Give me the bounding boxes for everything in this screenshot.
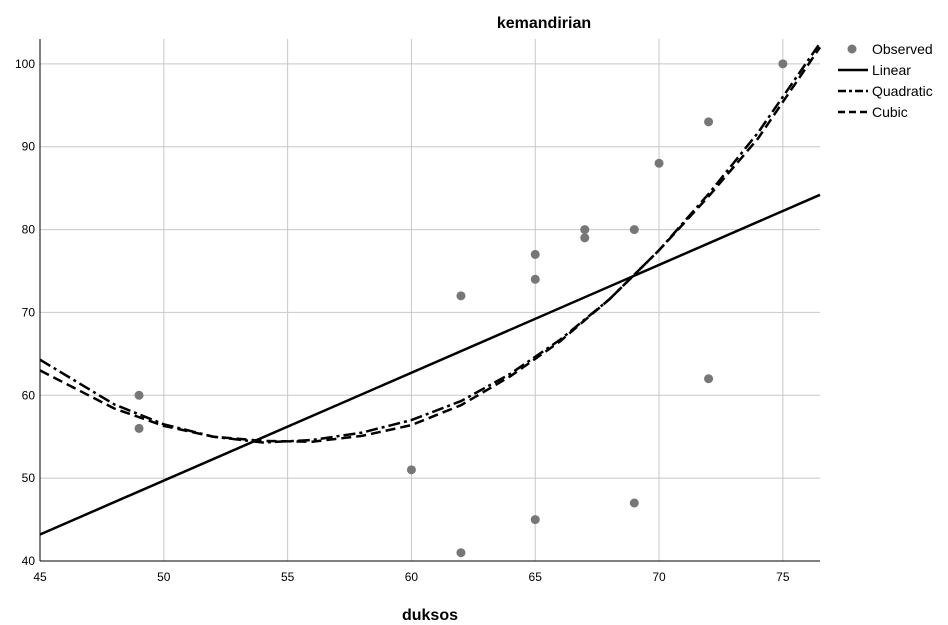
x-tick-label: 55 bbox=[281, 570, 295, 584]
fit-line-linear bbox=[39, 193, 821, 536]
x-axis-label: duksos bbox=[402, 607, 458, 624]
observed-point bbox=[406, 465, 416, 475]
fit-line-quadratic bbox=[39, 42, 822, 444]
observed-point bbox=[629, 498, 639, 508]
fit-lines bbox=[39, 42, 822, 536]
legend: Observed Linear Quadratic Cubic bbox=[838, 41, 933, 120]
observed-point bbox=[134, 390, 144, 400]
x-tick-labels: 45 50 55 60 65 70 75 bbox=[33, 570, 790, 584]
observed-point bbox=[456, 548, 466, 558]
y-tick-label: 40 bbox=[22, 554, 36, 568]
y-tick-label: 80 bbox=[22, 223, 36, 237]
legend-label-cubic: Cubic bbox=[872, 104, 908, 120]
observed-point bbox=[704, 117, 714, 127]
y-tick-label: 50 bbox=[22, 471, 36, 485]
fit-line-cubic bbox=[39, 46, 822, 443]
axes bbox=[39, 39, 820, 562]
observed-point bbox=[456, 291, 466, 301]
legend-label-observed: Observed bbox=[872, 41, 933, 57]
observed-point bbox=[629, 225, 639, 235]
x-tick-label: 70 bbox=[652, 570, 666, 584]
x-tick-label: 45 bbox=[33, 570, 47, 584]
y-tick-label: 100 bbox=[15, 57, 35, 71]
observed-point bbox=[704, 374, 714, 384]
legend-label-quadratic: Quadratic bbox=[872, 83, 933, 99]
y-tick-label: 90 bbox=[22, 140, 36, 154]
observed-point bbox=[530, 249, 540, 259]
observed-point bbox=[580, 233, 590, 243]
observed-point bbox=[778, 59, 788, 69]
x-tick-label: 75 bbox=[776, 570, 790, 584]
x-tick-label: 50 bbox=[157, 570, 171, 584]
legend-label-linear: Linear bbox=[872, 62, 911, 78]
observed-point bbox=[134, 423, 144, 433]
y-tick-labels: 40 50 60 70 80 90 100 bbox=[15, 57, 35, 568]
observed-point bbox=[530, 274, 540, 284]
x-tick-label: 65 bbox=[529, 570, 543, 584]
x-tick-label: 60 bbox=[405, 570, 419, 584]
y-tick-label: 70 bbox=[22, 305, 36, 319]
observed-point bbox=[530, 515, 540, 525]
observed-point bbox=[654, 158, 664, 168]
chart-title: kemandirian bbox=[497, 15, 591, 32]
observed-points bbox=[134, 59, 788, 558]
y-tick-label: 60 bbox=[22, 388, 36, 402]
observed-point bbox=[580, 225, 590, 235]
legend-marker-observed bbox=[847, 44, 857, 54]
